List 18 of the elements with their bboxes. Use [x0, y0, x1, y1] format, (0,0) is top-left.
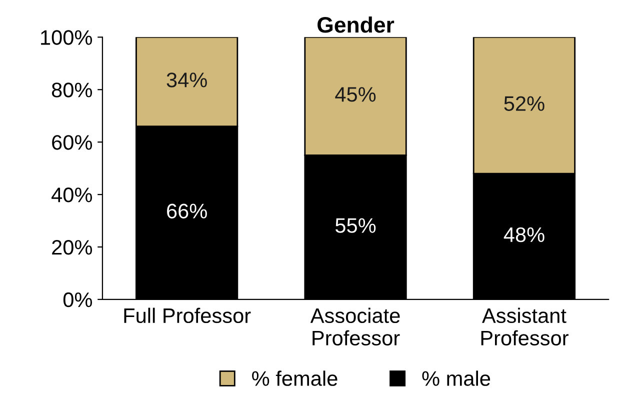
legend-label: % female — [252, 370, 338, 386]
y-tick-label: 20% — [52, 240, 92, 255]
data-label: 66% — [167, 204, 207, 218]
data-label: 52% — [504, 96, 544, 111]
data-label: 34% — [166, 72, 207, 88]
y-tick-label: 80% — [52, 82, 92, 98]
y-tick-label: 0% — [63, 292, 92, 308]
x-tick-label: Assistant Professor — [481, 308, 568, 346]
x-tick-label: Associate Professor — [310, 308, 400, 346]
x-tick-label: Full Professor — [124, 308, 251, 324]
data-label: 55% — [336, 218, 376, 233]
y-tick-label: 40% — [52, 188, 92, 202]
chart-title: Gender — [318, 16, 394, 33]
data-label: 48% — [504, 227, 544, 242]
legend-label: % male — [422, 370, 490, 386]
data-label: 45% — [335, 87, 376, 102]
y-tick-label: 100% — [41, 30, 92, 45]
y-tick-label: 60% — [52, 135, 92, 150]
